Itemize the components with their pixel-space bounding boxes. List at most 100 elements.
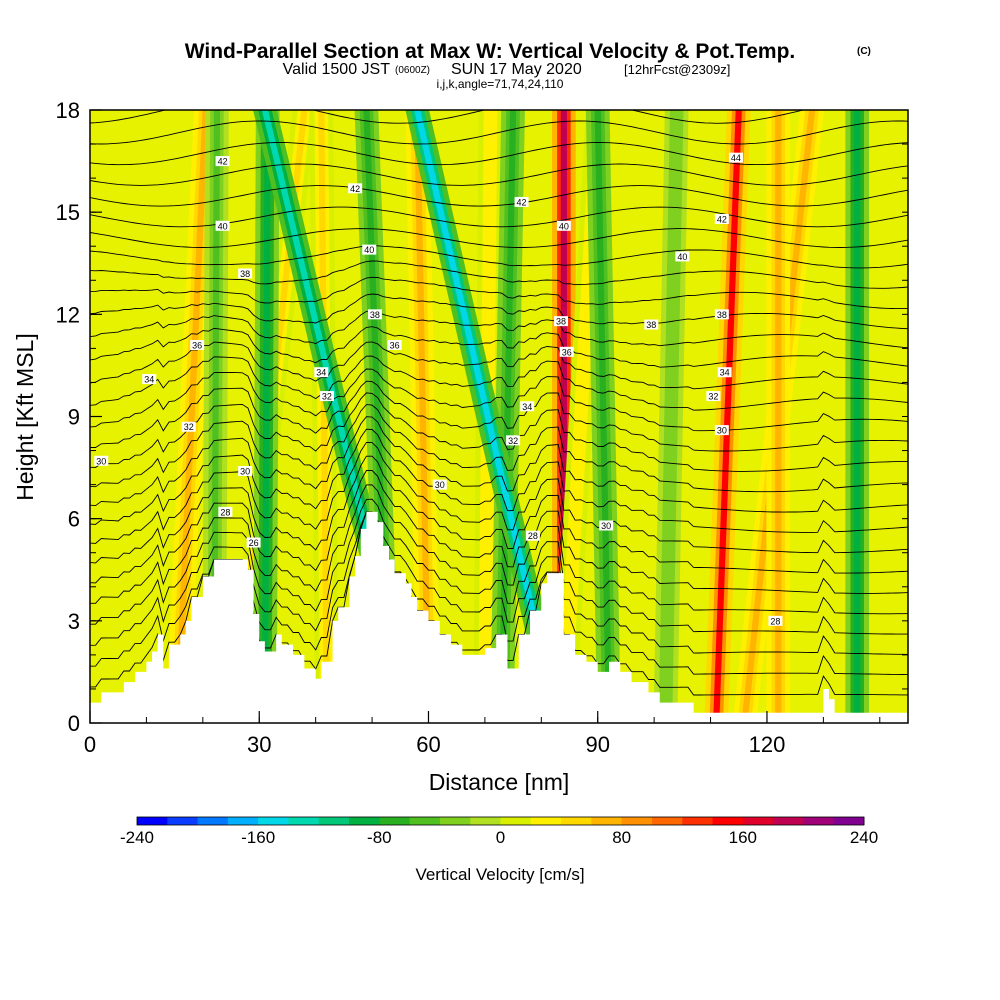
colorbar-tick-label: -160	[241, 828, 275, 847]
colorbar-swatch	[379, 817, 411, 825]
theta-label-text: 32	[708, 392, 718, 402]
theta-contour	[90, 484, 908, 615]
theta-label-text: 36	[192, 340, 202, 350]
theta-contour	[90, 355, 908, 411]
colorbar-swatch	[712, 817, 744, 825]
theta-label-text: 38	[240, 269, 250, 279]
colorbar-swatch	[682, 817, 714, 825]
theta-label-bg	[644, 319, 659, 330]
colorbar-swatch	[621, 817, 653, 825]
theta-label-bg	[142, 374, 157, 385]
terrain-mask	[90, 511, 908, 723]
theta-label-bg	[514, 196, 529, 207]
colorbar-tick-label: 0	[496, 828, 505, 847]
theta-label: 38	[367, 309, 382, 320]
theta-contour	[90, 326, 908, 368]
colorbar-swatch	[137, 817, 168, 825]
theta-label: 42	[215, 156, 230, 167]
theta-contour	[90, 404, 908, 493]
theta-label-text: 28	[528, 531, 538, 541]
theta-label-text: 28	[220, 507, 230, 517]
theta-label-bg	[525, 530, 540, 541]
theta-label: 30	[238, 465, 253, 476]
theta-label: 32	[319, 391, 334, 402]
theta-label-text: 36	[562, 347, 572, 357]
y-tick-label: 3	[68, 609, 80, 634]
theta-label-text: 30	[435, 480, 445, 490]
colorbar-swatch	[409, 817, 441, 825]
theta-label-text: 42	[717, 214, 727, 224]
theta-label: 34	[142, 374, 157, 385]
theta-label-bg	[559, 346, 574, 357]
x-tick-label: 30	[247, 732, 271, 757]
theta-label: 42	[348, 183, 363, 194]
theta-contour	[90, 120, 908, 145]
theta-label: 26	[246, 537, 261, 548]
theta-label-bg	[714, 213, 729, 224]
theta-label-text: 30	[96, 456, 106, 466]
colorbar-swatch	[258, 817, 289, 825]
theta-contour	[90, 260, 908, 289]
theta-contour	[90, 469, 908, 594]
theta-label-bg	[714, 309, 729, 320]
theta-label-bg	[246, 537, 261, 548]
colorbar	[136, 816, 865, 826]
y-tick-label: 9	[68, 405, 80, 430]
theta-label-bg	[554, 316, 569, 327]
theta-label-text: 40	[218, 221, 228, 231]
theta-label-text: 30	[601, 521, 611, 531]
colorbar-tick-label: 80	[612, 828, 631, 847]
theta-label-bg	[218, 506, 233, 517]
theta-label-text: 34	[522, 402, 532, 412]
theta-label-bg	[717, 367, 732, 378]
theta-label-text: 40	[677, 252, 687, 262]
theta-label-text: 30	[240, 466, 250, 476]
x-tick-label: 90	[585, 732, 609, 757]
theta-label-text: 38	[556, 317, 566, 327]
theta-contour	[90, 380, 908, 452]
theta-label-bg	[728, 152, 743, 163]
colorbar-swatch	[773, 817, 804, 825]
theta-label-bg	[520, 401, 535, 412]
colorbar-swatch	[530, 817, 562, 825]
theta-contour	[90, 293, 908, 330]
theta-label-bg	[714, 425, 729, 436]
valid-time-utc: (0600Z)	[395, 65, 430, 76]
theta-label-bg	[599, 520, 614, 531]
theta-label: 40	[556, 220, 571, 231]
theta-label-bg	[556, 220, 571, 231]
theta-contour	[90, 455, 908, 574]
theta-label-text: 32	[508, 436, 518, 446]
theta-label-bg	[387, 339, 402, 350]
theta-label-text: 42	[517, 197, 527, 207]
theta-contour	[90, 416, 908, 513]
theta-label: 40	[362, 244, 377, 255]
contour-labels: 30 34 32 36 28 26 30 42 40 38 34 32 42 40 38 36 30 34 42 32…	[94, 152, 783, 626]
colorbar-swatch	[349, 817, 380, 825]
colorbar-swatch	[227, 817, 259, 825]
colorbar-swatch	[167, 817, 199, 825]
colorbar-swatch	[197, 817, 229, 825]
velocity-band	[662, 110, 680, 723]
theta-label: 32	[181, 421, 196, 432]
theta-label: 42	[514, 196, 529, 207]
theta-label: 38	[554, 316, 569, 327]
colorbar-swatch	[500, 817, 532, 825]
velocity-band	[414, 110, 432, 723]
theta-label-text: 42	[218, 157, 228, 167]
theta-label-text: 40	[559, 221, 569, 231]
theta-label-bg	[768, 615, 783, 626]
theta-label-text: 36	[390, 340, 400, 350]
theta-contour	[90, 228, 908, 248]
theta-label-bg	[675, 251, 690, 262]
velocity-band	[318, 110, 331, 723]
theta-label-text: 38	[370, 310, 380, 320]
y-tick-label: 0	[68, 711, 80, 736]
theta-label-bg	[506, 435, 521, 446]
theta-label: 30	[94, 455, 109, 466]
x-tick-label: 0	[84, 732, 96, 757]
theta-contour	[90, 142, 908, 166]
theta-label: 34	[314, 367, 329, 378]
colorbar-swatch	[318, 817, 350, 825]
